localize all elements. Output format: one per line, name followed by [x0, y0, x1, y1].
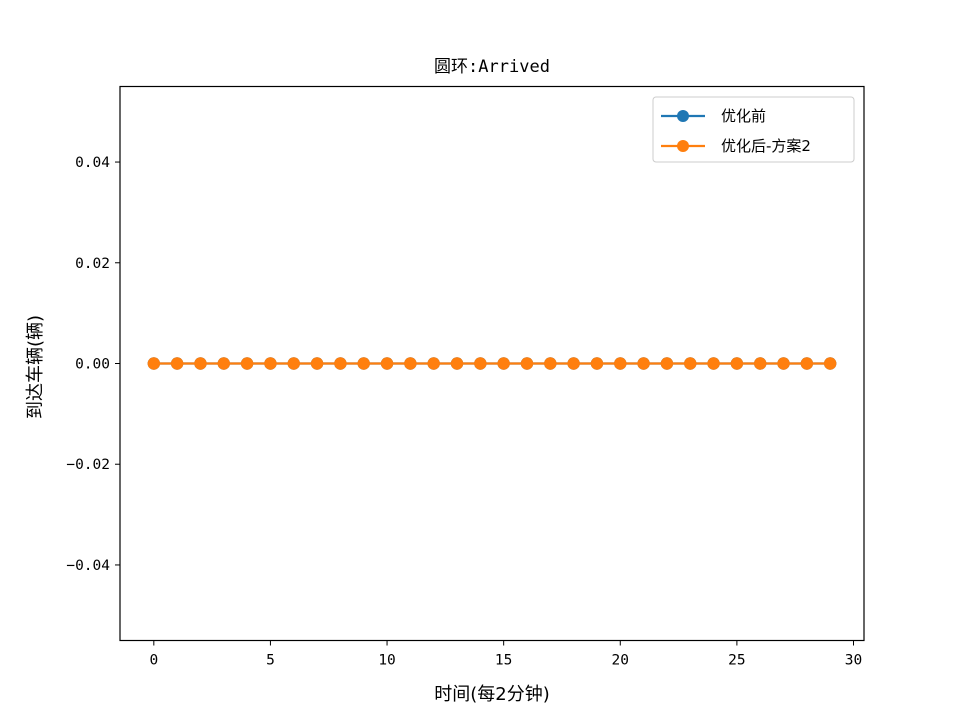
series-1-point — [147, 357, 161, 370]
series-1-point — [567, 357, 580, 370]
y-tick-label: −0.04 — [66, 558, 110, 574]
x-tick-label: 20 — [612, 653, 629, 669]
series-1-point — [800, 357, 814, 370]
series-1-point — [474, 357, 487, 370]
series-1-point — [380, 357, 394, 370]
series-1-point — [637, 357, 650, 370]
series-1-point — [730, 357, 744, 370]
x-axis-label: 时间(每2分钟) — [434, 684, 550, 705]
series-1-point — [684, 357, 697, 370]
x-tick-label: 5 — [266, 653, 275, 669]
series-1-point — [194, 357, 207, 370]
series-1-point — [590, 357, 604, 370]
series-1-point — [823, 357, 837, 370]
series-1-point — [497, 357, 510, 370]
series-1-point — [520, 357, 534, 370]
y-axis: 0.04 0.02 0.00 −0.02 −0.04 — [66, 155, 120, 574]
legend-marker-series-0 — [677, 110, 689, 122]
y-tick-label: 0.04 — [75, 155, 110, 171]
series-1-point — [427, 357, 440, 370]
x-tick-label: 0 — [149, 653, 158, 669]
legend-marker-series-1 — [677, 140, 689, 152]
series-1-point — [334, 357, 347, 370]
series-1-point — [404, 357, 417, 370]
x-tick-label: 30 — [845, 653, 862, 669]
series-1-point — [777, 357, 790, 370]
series-1-point — [707, 357, 720, 370]
legend: 优化前 优化后-方案2 — [652, 96, 855, 163]
y-tick-label: 0.02 — [75, 256, 110, 272]
x-tick-label: 10 — [378, 653, 395, 669]
legend-label-series-0: 优化前 — [721, 107, 766, 125]
legend-label-series-1: 优化后-方案2 — [721, 137, 811, 155]
plot-area — [147, 357, 837, 370]
series-1-point — [310, 357, 324, 370]
series-1-point — [264, 357, 277, 370]
x-tick-label: 15 — [495, 653, 512, 669]
series-1-point — [170, 357, 184, 370]
series-1-point — [754, 357, 767, 370]
series-1-point — [660, 357, 674, 370]
y-tick-label: −0.02 — [66, 457, 110, 473]
x-tick-label: 25 — [728, 653, 745, 669]
series-1-point — [240, 357, 254, 370]
x-axis: 0 5 10 15 20 25 30 — [149, 640, 862, 669]
series-1-point — [357, 357, 370, 370]
y-axis-label: 到达车辆(辆) — [25, 315, 46, 419]
y-tick-label: 0.00 — [75, 357, 110, 373]
series-1-point — [217, 357, 230, 370]
plot-frame — [119, 85, 865, 642]
series-1-point — [450, 357, 464, 370]
series-1-point — [614, 357, 627, 370]
series-1-point — [544, 357, 557, 370]
chart-title: 圆环:Arrived — [434, 57, 550, 77]
series-1-point — [287, 357, 300, 370]
